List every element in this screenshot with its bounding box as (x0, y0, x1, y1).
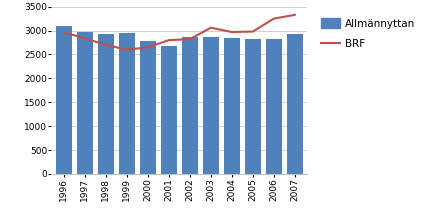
Legend: Allmännyttan, BRF: Allmännyttan, BRF (317, 15, 417, 52)
Bar (98, 34, 113, 174)
Bar (202, 37, 218, 174)
Bar (77, 32, 92, 174)
Bar (161, 46, 176, 174)
Bar (56, 26, 72, 174)
Bar (181, 37, 197, 174)
Bar (140, 41, 155, 174)
Bar (119, 33, 134, 174)
Bar (224, 38, 239, 174)
Bar (286, 34, 302, 174)
Bar (245, 39, 260, 174)
Bar (265, 39, 281, 174)
